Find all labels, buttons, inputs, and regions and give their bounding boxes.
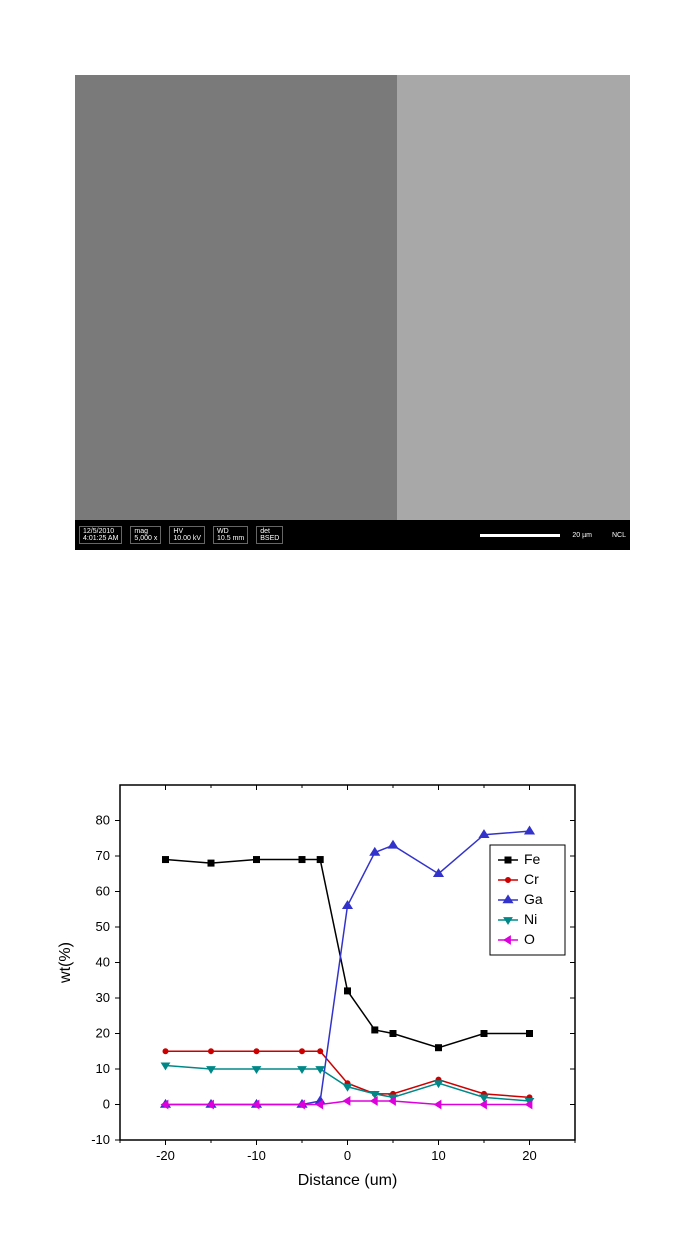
svg-text:wt(%): wt(%) [57, 942, 74, 984]
sem-scale-label: 20 µm [572, 532, 592, 539]
svg-text:30: 30 [96, 990, 110, 1005]
svg-text:10: 10 [96, 1061, 110, 1076]
svg-text:-10: -10 [91, 1132, 110, 1147]
svg-text:20: 20 [522, 1148, 536, 1163]
svg-text:-10: -10 [247, 1148, 266, 1163]
sem-left-region [75, 75, 397, 520]
svg-text:Distance (um): Distance (um) [298, 1172, 398, 1189]
svg-text:Fe: Fe [524, 851, 541, 867]
sem-micrograph: 12/5/20104:01:25 AM mag5,000 x HV10.00 k… [75, 75, 630, 550]
sem-det: detBSED [256, 526, 283, 544]
svg-text:0: 0 [103, 1097, 110, 1112]
svg-text:20: 20 [96, 1026, 110, 1041]
sem-date: 12/5/20104:01:25 AM [79, 526, 122, 544]
sem-info-bar: 12/5/20104:01:25 AM mag5,000 x HV10.00 k… [75, 520, 630, 550]
svg-text:0: 0 [344, 1148, 351, 1163]
svg-text:40: 40 [96, 955, 110, 970]
svg-text:Ni: Ni [524, 911, 537, 927]
sem-wd: WD10.5 mm [213, 526, 248, 544]
svg-text:50: 50 [96, 919, 110, 934]
eds-linescan-chart: -20 -10 0 10 20 -10 0 10 20 30 40 50 60 70 80 Distance … [50, 770, 595, 1190]
svg-text:Cr: Cr [524, 871, 539, 887]
sem-mag: mag5,000 x [130, 526, 161, 544]
svg-text:Ga: Ga [524, 891, 543, 907]
svg-text:O: O [524, 931, 535, 947]
svg-text:-20: -20 [156, 1148, 175, 1163]
svg-text:80: 80 [96, 813, 110, 828]
sem-scale-bar [480, 534, 560, 537]
sem-right-region [397, 75, 630, 520]
chart-svg: -20 -10 0 10 20 -10 0 10 20 30 40 50 60 70 80 Distance … [50, 770, 595, 1190]
sem-image-area [75, 75, 630, 520]
sem-hv: HV10.00 kV [169, 526, 205, 544]
svg-text:70: 70 [96, 848, 110, 863]
sem-lab: NCL [612, 532, 626, 539]
svg-text:10: 10 [431, 1148, 445, 1163]
svg-text:60: 60 [96, 884, 110, 899]
